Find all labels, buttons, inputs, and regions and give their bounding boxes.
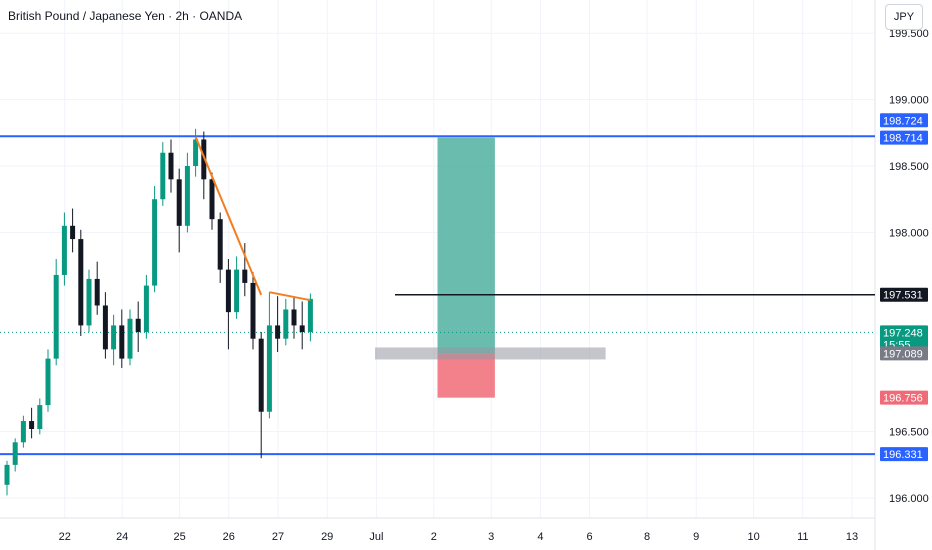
- price-label-bg: [880, 346, 928, 361]
- candle-body: [258, 338, 264, 412]
- price-label-bg: [880, 130, 928, 145]
- candle-body: [20, 421, 26, 443]
- candle-body: [242, 269, 248, 283]
- x-tick-label: 6: [587, 531, 593, 543]
- y-tick-label: 198.500: [889, 161, 929, 173]
- price-axis-panel: [875, 0, 932, 550]
- candle-body: [61, 225, 67, 275]
- price-label-dark: 197.531: [880, 287, 928, 302]
- candle-body: [102, 305, 108, 350]
- price-label-bg: [880, 113, 928, 128]
- price-label-grey: 197.089: [880, 346, 928, 361]
- candle-body: [160, 152, 166, 200]
- candles-group: [4, 128, 313, 496]
- y-tick-label: 198.000: [889, 227, 929, 239]
- candle-body: [168, 152, 174, 180]
- candle-body: [209, 179, 215, 220]
- price-label-level: 196.331: [880, 447, 928, 462]
- price-label-bg: [880, 325, 928, 340]
- price-label-last: 197.248: [880, 325, 928, 340]
- x-tick-label: 24: [116, 531, 128, 543]
- candle-body: [184, 166, 190, 226]
- candle-body: [111, 325, 117, 350]
- candle-body: [12, 442, 18, 465]
- trend-line: [194, 136, 263, 296]
- price-label-text: 197.248: [883, 327, 923, 339]
- price-label-text: 198.724: [883, 115, 923, 127]
- candle-body: [29, 421, 35, 430]
- x-tick-label: 3: [488, 531, 494, 543]
- price-label-level: 198.714: [880, 130, 928, 145]
- candle-body: [291, 309, 297, 326]
- x-tick-label: 2: [431, 531, 437, 543]
- price-label-loss: 196.756: [880, 390, 928, 405]
- y-tick-label: 196.500: [889, 427, 929, 439]
- price-label-text: 196.756: [883, 393, 923, 405]
- candle-body: [4, 464, 10, 485]
- candle-body: [86, 278, 92, 326]
- candle-body: [152, 199, 158, 286]
- profit-zone: [437, 137, 495, 354]
- candle-body: [127, 318, 133, 359]
- candle-body: [275, 325, 281, 339]
- x-tick-label: 13: [846, 531, 858, 543]
- candle-body: [94, 278, 100, 306]
- trend-line: [269, 291, 311, 302]
- y-tick-label: 199.000: [889, 95, 929, 107]
- x-tick-label: 4: [537, 531, 543, 543]
- x-tick-label: 25: [173, 531, 185, 543]
- loss-zone: [437, 353, 495, 398]
- candle-body: [70, 225, 76, 240]
- x-tick-label: 27: [272, 531, 284, 543]
- entry-zone-bar: [375, 347, 606, 360]
- price-label-bg: [880, 390, 928, 405]
- candle-body: [201, 139, 207, 180]
- symbol-title[interactable]: British Pound / Japanese Yen · 2h · OAND…: [8, 9, 243, 23]
- x-tick-label: 29: [321, 531, 333, 543]
- candle-body: [307, 298, 313, 333]
- candle-body: [135, 318, 141, 333]
- candle-body: [37, 405, 43, 430]
- currency-button[interactable]: JPY: [885, 4, 923, 30]
- candle-body: [193, 139, 199, 167]
- y-tick-label: 196.000: [889, 493, 929, 505]
- price-label-bg: [880, 447, 928, 462]
- candle-body: [234, 269, 240, 313]
- x-tick-label: 11: [797, 531, 808, 543]
- candle-body: [283, 309, 289, 339]
- candle-body: [266, 325, 272, 412]
- candle-body: [299, 325, 305, 333]
- x-tick-label: 22: [59, 531, 71, 543]
- x-tick-label: 10: [747, 531, 759, 543]
- candle-body: [250, 282, 256, 339]
- price-label-bg: [880, 287, 928, 302]
- price-label-text: 197.531: [883, 290, 923, 302]
- x-tick-label: 8: [644, 531, 650, 543]
- candle-body: [225, 269, 231, 313]
- x-tick-label: Jul: [369, 531, 383, 543]
- candle-body: [53, 274, 59, 359]
- price-label-text: 197.089: [883, 348, 923, 360]
- x-tick-label: 9: [693, 531, 699, 543]
- price-label-level: 198.724: [880, 113, 928, 128]
- candle-body: [217, 219, 223, 270]
- y-tick-label: 199.500: [889, 28, 929, 40]
- price-label-text: 196.331: [883, 449, 923, 461]
- candle-body: [176, 179, 182, 226]
- candle-body: [143, 285, 149, 333]
- candle-body: [119, 325, 125, 359]
- price-label-text: 198.714: [883, 133, 923, 145]
- candle-body: [78, 239, 84, 326]
- candle-body: [45, 358, 51, 406]
- x-tick-label: 26: [223, 531, 235, 543]
